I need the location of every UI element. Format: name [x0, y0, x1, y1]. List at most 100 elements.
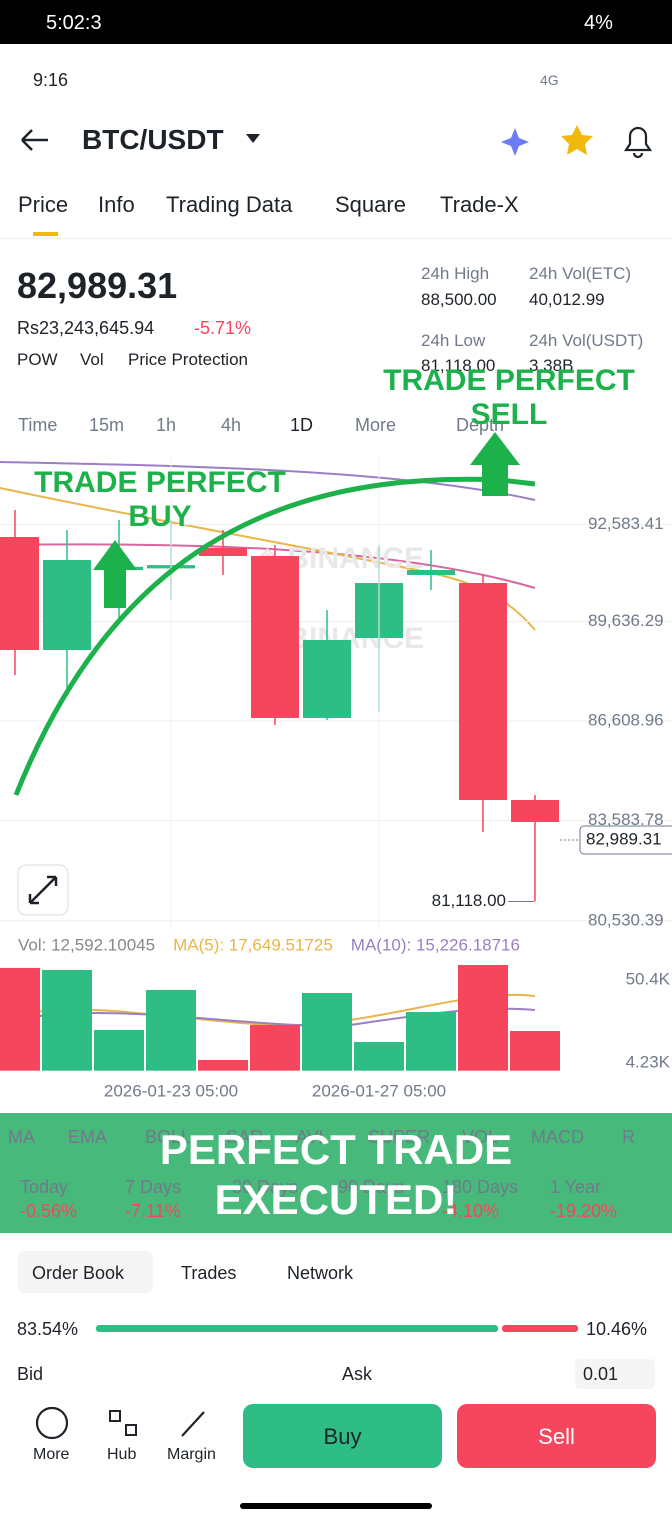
interval[interactable]: Depth: [456, 415, 505, 435]
sell-label[interactable]: Sell: [538, 1424, 575, 1449]
interval[interactable]: More: [355, 415, 397, 435]
candle-body: [303, 640, 351, 718]
banner-text: PERFECT TRADE EXECUTED!: [159, 1126, 513, 1223]
book-tab[interactable]: Network: [287, 1263, 354, 1283]
y-tick-label: 92,583.41: [588, 514, 664, 533]
period: 7 Days: [125, 1177, 182, 1197]
period: 1 Year: [550, 1177, 602, 1197]
stat-value: 3.38B: [529, 356, 574, 375]
bid-label: Bid: [17, 1364, 44, 1384]
tag[interactable]: Price Protection: [128, 350, 248, 369]
period-change: -7.11%: [125, 1201, 181, 1221]
last-price-label: 82,989.31: [586, 829, 662, 848]
volume-bar: [250, 1024, 300, 1071]
low-label: 81,118.00: [432, 891, 506, 910]
volume-bar: [94, 1029, 144, 1071]
interval[interactable]: 1h: [156, 415, 177, 435]
interval[interactable]: 4h: [221, 415, 242, 435]
period-change: -19.20%: [550, 1201, 618, 1221]
volume-bar: [0, 967, 40, 1071]
period: 30 Days: [232, 1177, 299, 1197]
indicator[interactable]: MA: [8, 1127, 35, 1147]
candle-body: [459, 583, 507, 800]
y-tick-label: 80,530.39: [588, 910, 664, 929]
y-tick-label: 89,636.29: [588, 611, 664, 630]
legend-label: MA(5): 17,649.51725: [173, 935, 333, 954]
indicator[interactable]: AVL: [296, 1127, 329, 1147]
interval[interactable]: 15m: [89, 415, 125, 435]
network: 4G: [540, 72, 559, 88]
interval[interactable]: Time: [18, 415, 58, 435]
status-bar: [0, 0, 672, 44]
change: -5.71%: [194, 318, 252, 338]
candle-body: [43, 559, 91, 650]
volume-bar: [510, 1031, 560, 1071]
tab[interactable]: Trading Data: [166, 192, 293, 217]
ask-ratio: 10.46%: [586, 1319, 648, 1339]
volume-bar: [42, 969, 92, 1071]
buy-label[interactable]: Buy: [323, 1424, 362, 1449]
y-tick-label: 4.23K: [626, 1053, 671, 1072]
candle-body: [511, 799, 559, 822]
volume-bar: [198, 1060, 248, 1071]
pair-title[interactable]: BTC/USDT: [82, 124, 224, 155]
y-tick-label: 86,608.96: [588, 710, 664, 729]
stat-label: 24h Vol(ETC): [529, 264, 632, 283]
volume-bar: [146, 989, 196, 1071]
tab[interactable]: Trade-X: [440, 192, 519, 217]
bid-ratio: 83.54%: [17, 1319, 79, 1339]
y-tick-label: 83,583.78: [588, 810, 664, 829]
book-tab[interactable]: Trades: [181, 1263, 237, 1283]
last-price-box: [579, 825, 672, 855]
ask-label: Ask: [342, 1364, 373, 1384]
local-price: Rs23,243,645.94: [17, 318, 155, 338]
stat-value: 81,118.00: [421, 356, 496, 375]
stat-value: 40,012.99: [529, 290, 605, 309]
candle-body: [199, 547, 247, 556]
volume-bar: [406, 1011, 456, 1071]
period-change: -4.10%: [442, 1201, 500, 1221]
buy-annotation: TRADE PERFECT BUY: [34, 466, 286, 533]
indicator[interactable]: SAR: [226, 1127, 264, 1147]
tab[interactable]: Price: [18, 192, 69, 217]
x-tick-label: 2026-01-23 05:00: [104, 1081, 238, 1100]
tag[interactable]: POW: [17, 350, 58, 369]
stat-label: 24h Low: [421, 331, 486, 350]
nav-item[interactable]: Hub: [107, 1446, 137, 1463]
period: Today: [20, 1177, 69, 1197]
nav-item[interactable]: More: [33, 1446, 70, 1463]
book-tab[interactable]: Order Book: [32, 1263, 125, 1283]
indicator[interactable]: VOL: [462, 1127, 499, 1147]
candle-body: [95, 566, 143, 571]
x-tick-label: 2026-01-27 05:00: [312, 1081, 446, 1100]
candle-body: [251, 555, 299, 718]
interval[interactable]: 1D: [290, 415, 314, 435]
period: 90 Days: [338, 1177, 405, 1197]
period: 180 Days: [442, 1177, 519, 1197]
volume-bar: [354, 1042, 404, 1071]
indicator[interactable]: EMA: [68, 1127, 108, 1147]
volume-bar: [458, 965, 508, 1071]
app-time: 9:16: [33, 70, 69, 90]
tag[interactable]: Vol: [80, 350, 104, 369]
indicator[interactable]: BOLL: [145, 1127, 192, 1147]
y-tick-label: 50.4K: [626, 969, 671, 988]
nav-item[interactable]: Margin: [167, 1446, 216, 1463]
step[interactable]: 0.01: [583, 1364, 619, 1384]
candle-body: [0, 536, 39, 650]
sell-annotation: TRADE PERFECT SELL: [383, 364, 635, 431]
indicator[interactable]: SUPER: [368, 1127, 431, 1147]
tab[interactable]: Info: [98, 192, 135, 217]
battery: 4%: [584, 12, 613, 34]
status-time: 5:02:3: [46, 12, 102, 34]
stat-value: 88,500.00: [421, 290, 497, 309]
indicator[interactable]: MACD: [531, 1127, 584, 1147]
tab[interactable]: Square: [335, 192, 406, 217]
period-change: -0.56%: [20, 1201, 78, 1221]
indicator[interactable]: R: [622, 1127, 635, 1147]
legend-label: MA(10): 15,226.18716: [351, 935, 520, 954]
price: 82,989.31: [17, 265, 178, 306]
volume-bar: [302, 992, 352, 1071]
